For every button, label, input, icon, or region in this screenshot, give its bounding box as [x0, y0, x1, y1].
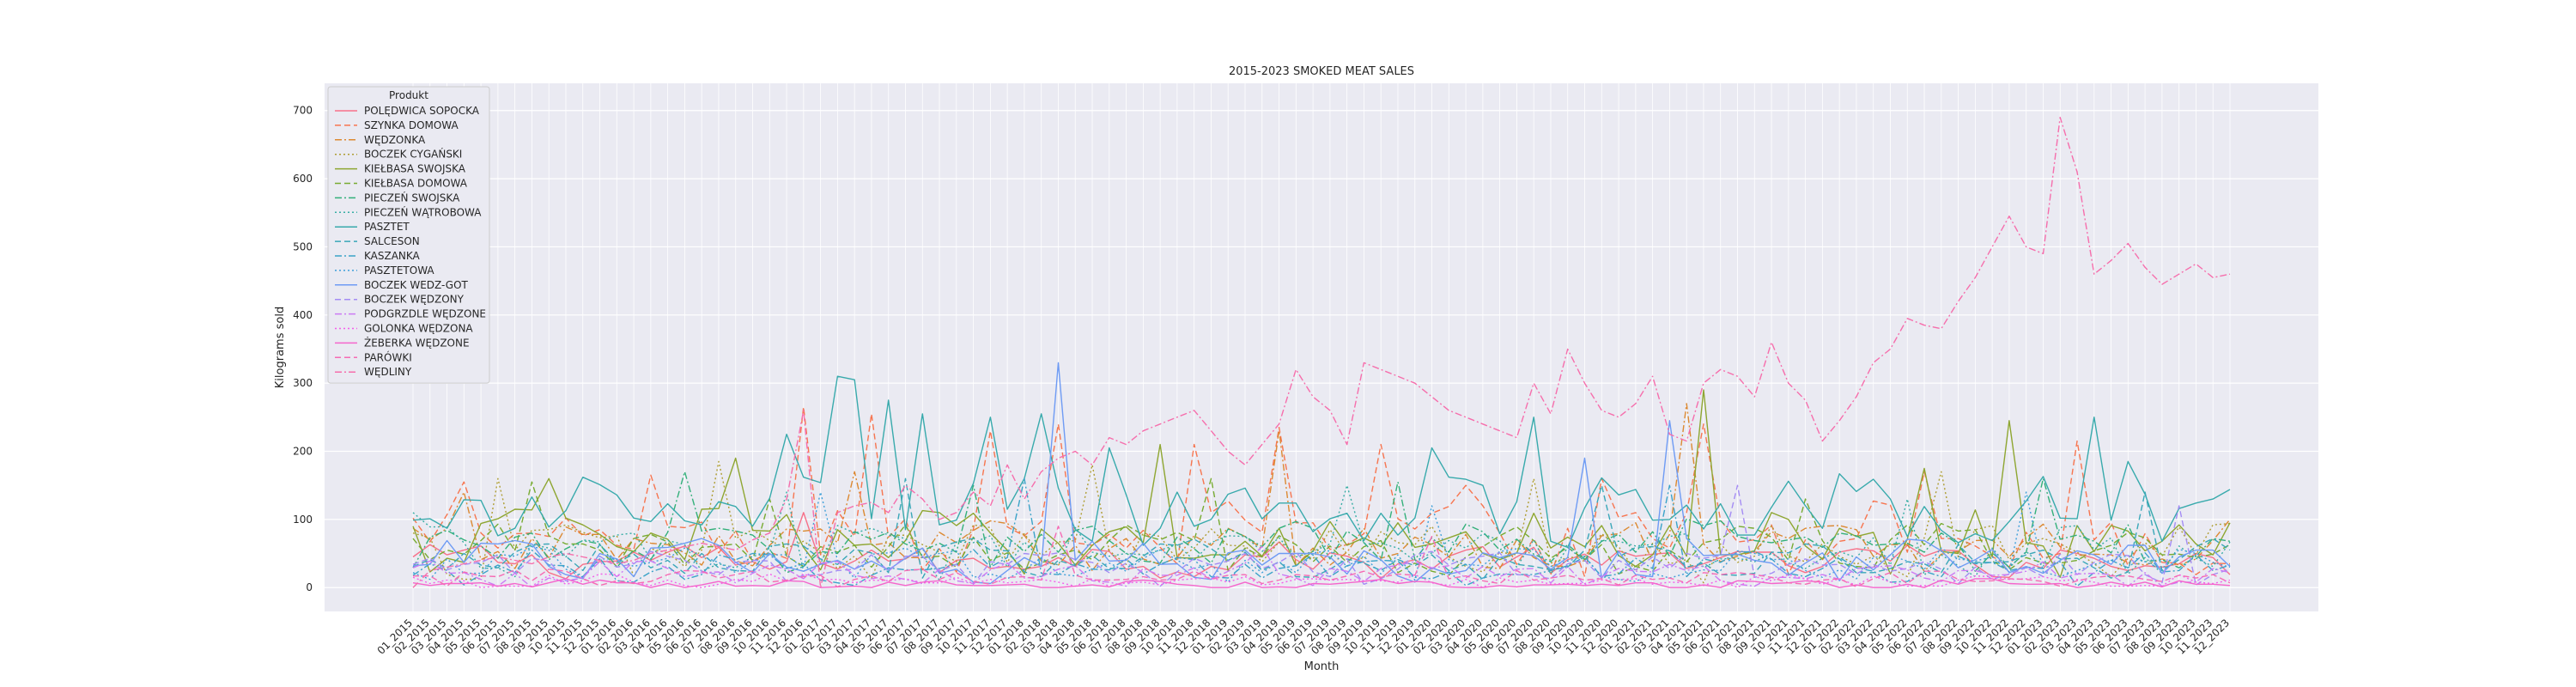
legend-label: ŻEBERKA WĘDZONE: [364, 336, 470, 349]
legend-label: PARÓWKI: [364, 350, 412, 363]
legend-label: PASZTETOWA: [364, 264, 434, 277]
plot-background: [325, 83, 2318, 611]
series-line: [412, 403, 2231, 572]
legend-label: GOLONKA WĘDZONA: [364, 323, 473, 335]
legend-box: [327, 86, 490, 384]
series-line: [412, 375, 2231, 549]
x-axis-title: Month: [1304, 660, 1340, 673]
series-line: [412, 477, 2231, 587]
legend-label: PIECZEŃ WĄTROBOWA: [364, 205, 482, 218]
series-line: [412, 484, 2231, 581]
series-line: [412, 471, 2231, 574]
legend-label: KASZANKA: [364, 250, 421, 262]
series-line: [412, 545, 2231, 588]
legend-label: PODGRZDLE WĘDZONE: [364, 308, 486, 320]
legend-label: POLĘDWICA SOPOCKA: [364, 105, 480, 117]
series-line: [412, 578, 2231, 588]
legend-label: SALCESON: [364, 235, 420, 247]
y-axis-title: Kilograms sold: [274, 307, 287, 388]
legend-label: WĘDLINY: [364, 366, 412, 378]
series-line: [412, 491, 2231, 583]
legend-label: PASZTET: [364, 221, 410, 233]
legend-title: Produkt: [389, 89, 428, 101]
chart-title: 2015-2023 SMOKED MEAT SALES: [1229, 65, 1414, 78]
legend-label: SZYNKA DOMOWA: [364, 119, 459, 131]
y-tick-label: 200: [293, 446, 313, 458]
series-line: [413, 526, 2231, 588]
legend: Produkt POLĘDWICA SOPOCKA SZYNKA DOMOWA WĘ…: [327, 86, 490, 384]
legend-label: WĘDZONKA: [364, 134, 426, 146]
series-line: [412, 573, 2231, 588]
y-tick-label: 0: [306, 581, 313, 593]
y-tick-label: 500: [293, 240, 313, 252]
series-line: [412, 484, 2231, 587]
legend-label: KIEŁBASA SWOJSKA: [364, 163, 466, 175]
series-layer: [412, 116, 2231, 588]
legend-label: PIECZEŃ SWOJSKA: [364, 191, 460, 204]
y-tick-label: 100: [293, 514, 313, 526]
y-tick-label: 600: [293, 173, 313, 185]
y-tick-label: 300: [293, 377, 313, 389]
series-line: [412, 362, 2231, 585]
y-tick-label: 700: [293, 105, 313, 117]
series-line: [412, 512, 2231, 580]
legend-label: BOCZEK WEDZ-GOT: [364, 279, 469, 291]
y-tick-label: 400: [293, 309, 313, 321]
legend-label: BOCZEK CYGAŃSKI: [364, 148, 462, 161]
series-line: [412, 477, 2231, 576]
x-tick-labels: 01_201502_201503_201504_201505_201506_20…: [375, 617, 2233, 657]
series-line: [412, 389, 2231, 578]
legend-label: KIEŁBASA DOMOWA: [364, 178, 468, 190]
legend-label: BOCZEK WĘDZONY: [364, 294, 465, 306]
y-tick-labels: 0 100 200 300 400 500 600 700: [293, 105, 313, 593]
series-line: [412, 116, 2231, 588]
